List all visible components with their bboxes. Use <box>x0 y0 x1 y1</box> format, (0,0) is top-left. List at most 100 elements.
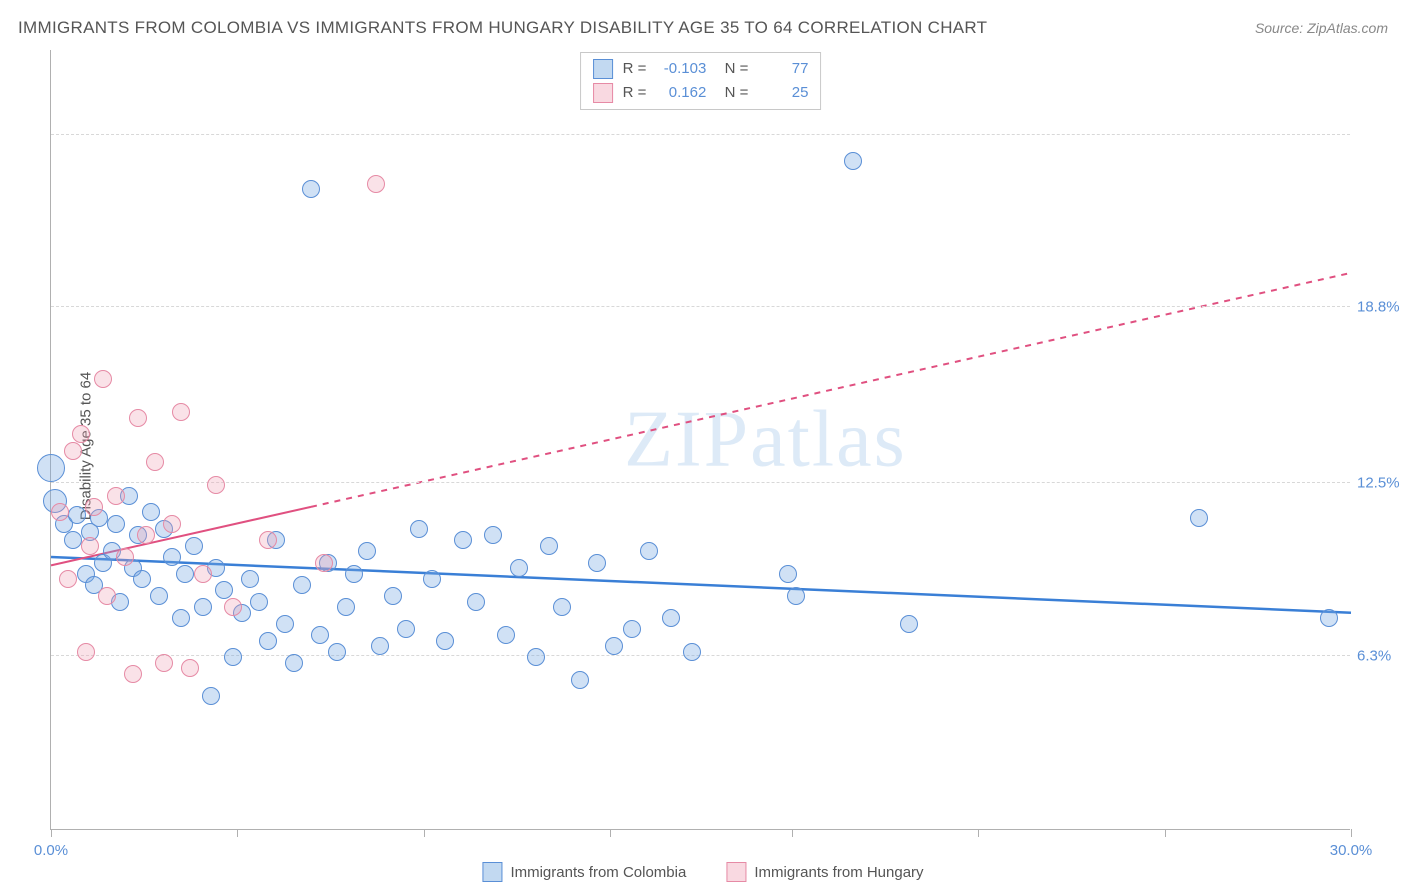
data-point <box>51 503 69 521</box>
data-point <box>640 542 658 560</box>
data-point <box>98 587 116 605</box>
data-point <box>155 654 173 672</box>
data-point <box>571 671 589 689</box>
data-point <box>384 587 402 605</box>
data-point <box>129 409 147 427</box>
data-point <box>181 659 199 677</box>
data-point <box>454 531 472 549</box>
legend-swatch <box>593 59 613 79</box>
x-tick <box>424 829 425 837</box>
x-tick <box>610 829 611 837</box>
trend-lines-layer <box>51 50 1351 830</box>
correlation-legend: R =-0.103 N =77R =0.162 N =25 <box>580 52 822 110</box>
data-point <box>423 570 441 588</box>
data-point <box>124 665 142 683</box>
data-point <box>900 615 918 633</box>
data-point <box>241 570 259 588</box>
y-tick-label: 6.3% <box>1357 647 1406 664</box>
chart-title: IMMIGRANTS FROM COLOMBIA VS IMMIGRANTS F… <box>18 18 987 38</box>
data-point <box>844 152 862 170</box>
x-tick-label: 30.0% <box>1330 842 1373 859</box>
data-point <box>328 643 346 661</box>
data-point <box>367 175 385 193</box>
data-point <box>371 637 389 655</box>
data-point <box>64 442 82 460</box>
data-point <box>107 487 125 505</box>
data-point <box>293 576 311 594</box>
data-point <box>623 620 641 638</box>
data-point <box>37 454 65 482</box>
data-point <box>497 626 515 644</box>
data-point <box>1190 509 1208 527</box>
scatter-plot: ZIPatlas R =-0.103 N =77R =0.162 N =25 6… <box>50 50 1350 830</box>
data-point <box>202 687 220 705</box>
data-point <box>59 570 77 588</box>
data-point <box>337 598 355 616</box>
data-point <box>779 565 797 583</box>
data-point <box>467 593 485 611</box>
data-point <box>311 626 329 644</box>
data-point <box>662 609 680 627</box>
data-point <box>259 531 277 549</box>
legend-swatch <box>726 862 746 882</box>
title-bar: IMMIGRANTS FROM COLOMBIA VS IMMIGRANTS F… <box>18 18 1388 38</box>
data-point <box>410 520 428 538</box>
data-point <box>215 581 233 599</box>
data-point <box>172 403 190 421</box>
gridline: 12.5% <box>51 482 1350 483</box>
legend-stat-row: R =0.162 N =25 <box>593 81 809 105</box>
data-point <box>116 548 134 566</box>
data-point <box>68 506 86 524</box>
data-point <box>527 648 545 666</box>
y-tick-label: 18.8% <box>1357 299 1406 316</box>
x-tick-label: 0.0% <box>34 842 68 859</box>
data-point <box>588 554 606 572</box>
x-tick <box>51 829 52 837</box>
data-point <box>142 503 160 521</box>
data-point <box>436 632 454 650</box>
data-point <box>397 620 415 638</box>
data-point <box>683 643 701 661</box>
data-point <box>1320 609 1338 627</box>
legend-stat-row: R =-0.103 N =77 <box>593 57 809 81</box>
data-point <box>484 526 502 544</box>
data-point <box>94 370 112 388</box>
data-point <box>172 609 190 627</box>
data-point <box>163 548 181 566</box>
data-point <box>207 476 225 494</box>
data-point <box>150 587 168 605</box>
data-point <box>137 526 155 544</box>
data-point <box>224 598 242 616</box>
series-legend: Immigrants from Colombia Immigrants from … <box>482 862 923 882</box>
data-point <box>510 559 528 577</box>
data-point <box>358 542 376 560</box>
data-point <box>259 632 277 650</box>
data-point <box>133 570 151 588</box>
x-tick <box>1165 829 1166 837</box>
x-tick <box>1351 829 1352 837</box>
legend-series-label: Immigrants from Hungary <box>754 864 923 881</box>
data-point <box>163 515 181 533</box>
data-point <box>276 615 294 633</box>
data-point <box>81 537 99 555</box>
data-point <box>250 593 268 611</box>
data-point <box>194 565 212 583</box>
data-point <box>85 498 103 516</box>
legend-swatch <box>593 83 613 103</box>
x-tick <box>978 829 979 837</box>
data-point <box>315 554 333 572</box>
data-point <box>176 565 194 583</box>
data-point <box>107 515 125 533</box>
x-tick <box>792 829 793 837</box>
data-point <box>605 637 623 655</box>
source-attribution: Source: ZipAtlas.com <box>1255 20 1388 36</box>
gridline: 18.8% <box>51 306 1350 307</box>
data-point <box>345 565 363 583</box>
data-point <box>64 531 82 549</box>
data-point <box>540 537 558 555</box>
data-point <box>787 587 805 605</box>
legend-series-item: Immigrants from Colombia <box>482 862 686 882</box>
data-point <box>185 537 203 555</box>
data-point <box>194 598 212 616</box>
data-point <box>285 654 303 672</box>
